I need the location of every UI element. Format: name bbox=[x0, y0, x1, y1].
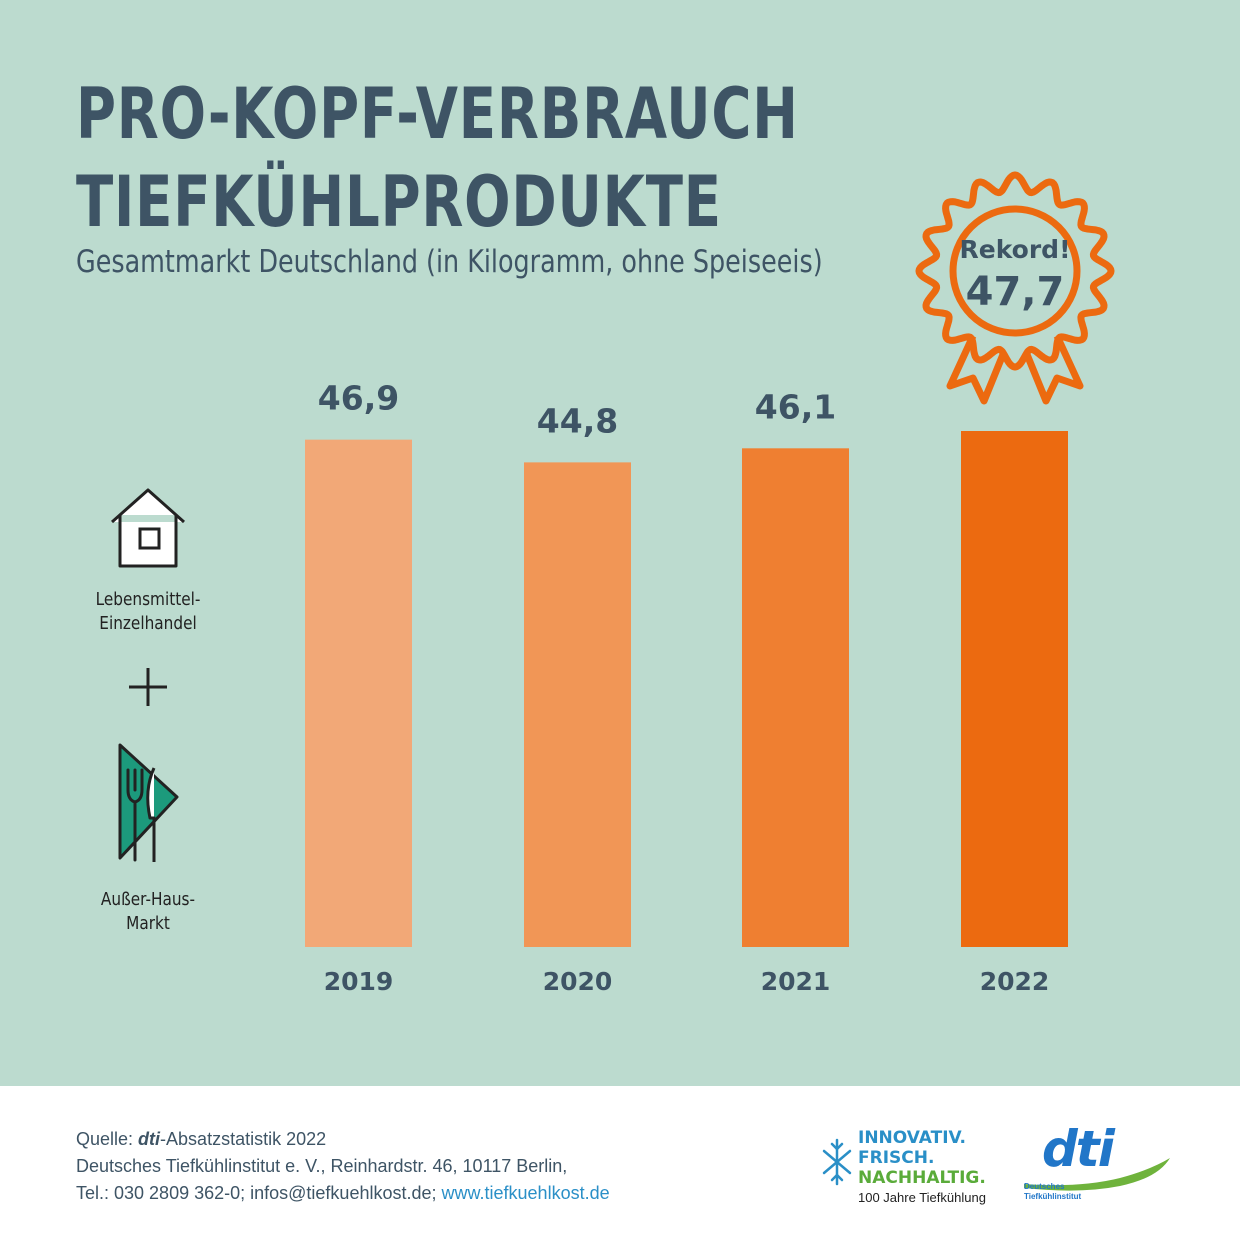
badge-label: Rekord! bbox=[960, 235, 1071, 264]
source-prefix: Quelle: bbox=[76, 1129, 139, 1149]
dti-wordmark: dti bbox=[1042, 1120, 1115, 1178]
source-suffix: -Absatzstatistik 2022 bbox=[160, 1129, 327, 1149]
bar-2020 bbox=[524, 462, 631, 947]
plus-icon bbox=[129, 668, 167, 706]
innov-line-1: INNOVATIV. bbox=[858, 1128, 966, 1148]
title-line-1: PRO-KOPF-VERBRAUCH bbox=[76, 73, 799, 155]
dti-sub-line-1: Deutsches bbox=[1024, 1182, 1065, 1191]
contact-text: Tel.: 030 2809 362-0; infos@tiefkuehlkos… bbox=[76, 1183, 442, 1203]
snowflake-icon bbox=[822, 1138, 852, 1186]
napkin-cutlery-icon bbox=[118, 743, 179, 862]
ribbon-left bbox=[946, 334, 1008, 405]
dti-sub-line-2: Tiefkühlinstitut bbox=[1024, 1192, 1082, 1201]
source-em: dti bbox=[138, 1129, 161, 1149]
footer: Quelle: dti-Absatzstatistik 2022 Deutsch… bbox=[0, 1086, 1240, 1240]
legend-retail: Lebensmittel- Einzelhandel bbox=[63, 588, 233, 636]
innov-line-2: FRISCH. bbox=[858, 1148, 935, 1168]
house-icon bbox=[111, 488, 185, 568]
title-line-2: TIEFKÜHLPRODUKTE bbox=[76, 161, 722, 243]
website-link[interactable]: www.tiefkuehlkost.de bbox=[441, 1183, 610, 1203]
value-label-2021: 46,1 bbox=[755, 387, 836, 426]
innovation-logo: INNOVATIV. FRISCH. NACHHALTIG. 100 Jahre… bbox=[822, 1128, 1012, 1208]
legend-out-of-home: Außer-Haus- Markt bbox=[63, 888, 233, 936]
bar-2021 bbox=[742, 448, 849, 947]
address-line: Deutsches Tiefkühlinstitut e. V., Reinha… bbox=[76, 1156, 568, 1176]
bar-chart: 46,9 2019 44,8 2020 46,1 2021 2022 Rekord! 47,… bbox=[111, 171, 1115, 996]
category-label-2019: 2019 bbox=[324, 967, 394, 996]
subtitle: Gesamtmarkt Deutschland (in Kilogramm, o… bbox=[76, 244, 823, 280]
bar-2019 bbox=[305, 439, 412, 947]
legend-ooh-line-2: Markt bbox=[126, 913, 170, 934]
source-line: Quelle: dti-Absatzstatistik 2022 bbox=[76, 1126, 610, 1153]
innovation-claim: INNOVATIV. FRISCH. NACHHALTIG. bbox=[858, 1128, 986, 1188]
record-badge: Rekord! 47,7 bbox=[915, 171, 1115, 405]
innov-line-3: NACHHALTIG. bbox=[858, 1168, 986, 1188]
ribbon-right bbox=[1022, 334, 1084, 405]
rosette-inner-ring bbox=[949, 205, 1081, 337]
category-label-2021: 2021 bbox=[761, 967, 831, 996]
legend-ooh-line-1: Außer-Haus- bbox=[100, 889, 196, 910]
legend-retail-line-2: Einzelhandel bbox=[99, 613, 197, 634]
category-label-2020: 2020 bbox=[543, 967, 613, 996]
innov-subline: 100 Jahre Tiefkühlung bbox=[858, 1190, 986, 1205]
value-label-2020: 44,8 bbox=[537, 401, 618, 440]
badge-value: 47,7 bbox=[966, 269, 1065, 315]
contact-line: Tel.: 030 2809 362-0; infos@tiefkuehlkos… bbox=[76, 1180, 610, 1207]
bar-2022 bbox=[961, 431, 1068, 947]
page-title: PRO-KOPF-VERBRAUCH TIEFKÜHLPRODUKTE bbox=[76, 70, 799, 246]
dti-subtext: Deutsches Tiefkühlinstitut bbox=[1024, 1182, 1081, 1202]
dti-logo: dti Deutsches Tiefkühlinstitut bbox=[1020, 1120, 1180, 1216]
dti-swoosh bbox=[1024, 1158, 1170, 1191]
category-label-2022: 2022 bbox=[980, 967, 1050, 996]
footer-text: Quelle: dti-Absatzstatistik 2022 Deutsch… bbox=[76, 1126, 610, 1207]
legend-retail-line-1: Lebensmittel- bbox=[95, 589, 201, 610]
value-label-2019: 46,9 bbox=[318, 379, 399, 418]
